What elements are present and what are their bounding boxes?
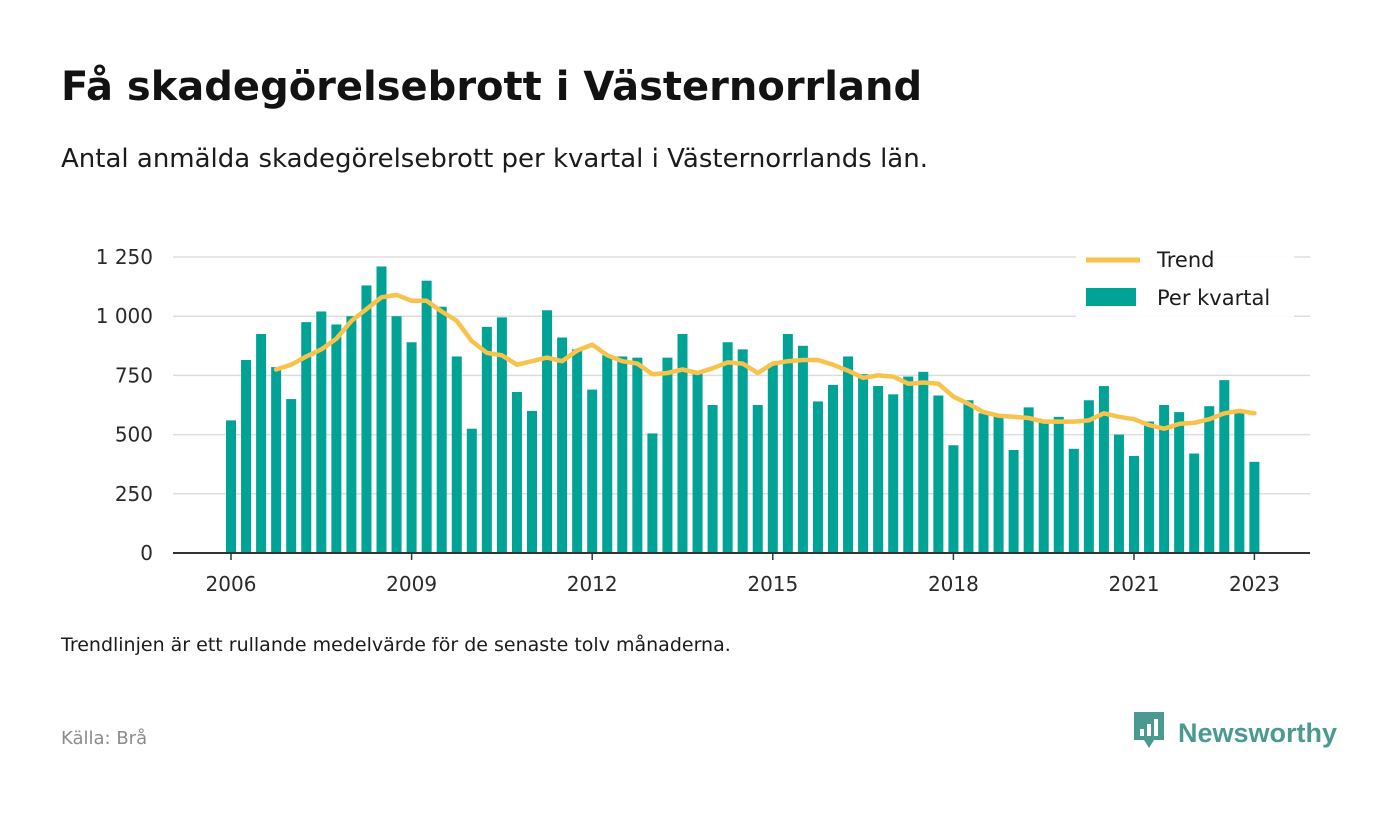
- bar: [1068, 448, 1079, 553]
- bar: [752, 405, 763, 553]
- bar: [316, 311, 327, 553]
- bar: [782, 333, 793, 553]
- bar: [843, 356, 854, 553]
- bar: [632, 357, 643, 553]
- source-credit: Källa: Brå: [61, 728, 148, 749]
- bar: [1159, 405, 1170, 553]
- bar: [511, 391, 522, 553]
- footnote: Trendlinjen är ett rullande medelvärde f…: [61, 634, 731, 656]
- y-tick-label: 750: [115, 363, 153, 387]
- bar: [406, 342, 417, 553]
- bar: [1174, 412, 1185, 553]
- bar: [557, 337, 568, 553]
- bar: [376, 266, 387, 553]
- bar: [451, 356, 462, 553]
- chart-subtitle: Antal anmälda skadegörelsebrott per kvar…: [61, 144, 928, 174]
- x-tick-label: 2023: [1229, 572, 1280, 596]
- bar: [767, 363, 778, 553]
- bar: [542, 310, 553, 553]
- bar: [647, 433, 658, 553]
- bar: [226, 420, 236, 553]
- bar: [572, 349, 583, 553]
- bar: [1204, 406, 1215, 553]
- bar: [361, 285, 372, 553]
- bar: [1189, 453, 1200, 553]
- bar: [797, 345, 808, 553]
- bar: [873, 386, 884, 553]
- legend-bars-swatch: [1086, 288, 1136, 306]
- bar: [587, 389, 598, 553]
- y-tick-label: 250: [115, 482, 153, 506]
- legend-trend-label: Trend: [1156, 248, 1214, 272]
- bar: [527, 410, 537, 553]
- bars-per-kvartal: [226, 266, 1260, 553]
- newsworthy-logo-icon: [1132, 710, 1166, 756]
- bar: [391, 316, 402, 553]
- x-axis-ticks: 2006 2009 2012 2015 2018 2021 2023: [206, 553, 1280, 596]
- bar: [1234, 409, 1245, 553]
- bar: [707, 405, 718, 553]
- bar: [466, 428, 477, 553]
- bar: [1053, 416, 1064, 553]
- bar: [256, 333, 267, 553]
- bar: [828, 384, 838, 553]
- bar: [978, 413, 989, 553]
- bar: [286, 399, 297, 553]
- bar: [241, 360, 252, 553]
- trend-line: [273, 292, 1257, 431]
- bar: [722, 342, 733, 553]
- bar: [993, 415, 1004, 553]
- bar: [301, 322, 312, 553]
- bar: [677, 333, 688, 553]
- y-tick-label: 1 000: [96, 304, 153, 328]
- bar: [737, 349, 748, 553]
- bar: [933, 395, 944, 553]
- chart-title: Få skadegörelsebrott i Västernorrland: [61, 64, 923, 110]
- bar: [271, 367, 282, 553]
- bar: [918, 371, 929, 553]
- bar: [1113, 434, 1124, 553]
- y-tick-label: 0: [140, 541, 153, 565]
- bar: [1249, 461, 1260, 553]
- x-tick-label: 2021: [1109, 572, 1160, 596]
- bar: [617, 356, 628, 553]
- bar: [888, 394, 899, 553]
- bar: [496, 317, 507, 553]
- x-tick-label: 2018: [928, 572, 979, 596]
- x-tick-label: 2012: [567, 572, 618, 596]
- bar: [1083, 400, 1094, 553]
- bar: [331, 324, 342, 553]
- bar: [963, 400, 974, 553]
- x-tick-label: 2009: [386, 572, 437, 596]
- bar: [436, 306, 447, 553]
- bar: [1129, 455, 1139, 553]
- bar: [346, 316, 357, 553]
- legend-bars-label: Per kvartal: [1157, 286, 1270, 310]
- bar: [602, 355, 613, 553]
- bar: [858, 374, 869, 553]
- bar: [1219, 380, 1230, 553]
- bar: [1008, 449, 1019, 553]
- bar: [1023, 407, 1034, 553]
- x-tick-label: 2015: [747, 572, 798, 596]
- bar: [692, 373, 703, 553]
- bar: [1144, 421, 1155, 553]
- bar: [1038, 421, 1049, 553]
- y-tick-label: 500: [115, 423, 153, 447]
- bar: [481, 326, 492, 553]
- bar: [421, 280, 432, 553]
- trend-line-layer: [273, 292, 1257, 431]
- bar: [1098, 386, 1109, 553]
- bar: [903, 376, 914, 553]
- bar: [662, 357, 673, 553]
- legend: Trend Per kvartal: [1076, 243, 1294, 317]
- x-tick-label: 2006: [206, 572, 257, 596]
- y-axis-tick-labels: 0 250 500 750 1 000 1 250: [96, 245, 153, 565]
- brand-name: Newsworthy: [1178, 717, 1338, 748]
- bar: [812, 401, 823, 553]
- y-tick-label: 1 250: [96, 245, 153, 269]
- bar: [948, 445, 959, 553]
- brand-logo[interactable]: Newsworthy: [1132, 712, 1337, 754]
